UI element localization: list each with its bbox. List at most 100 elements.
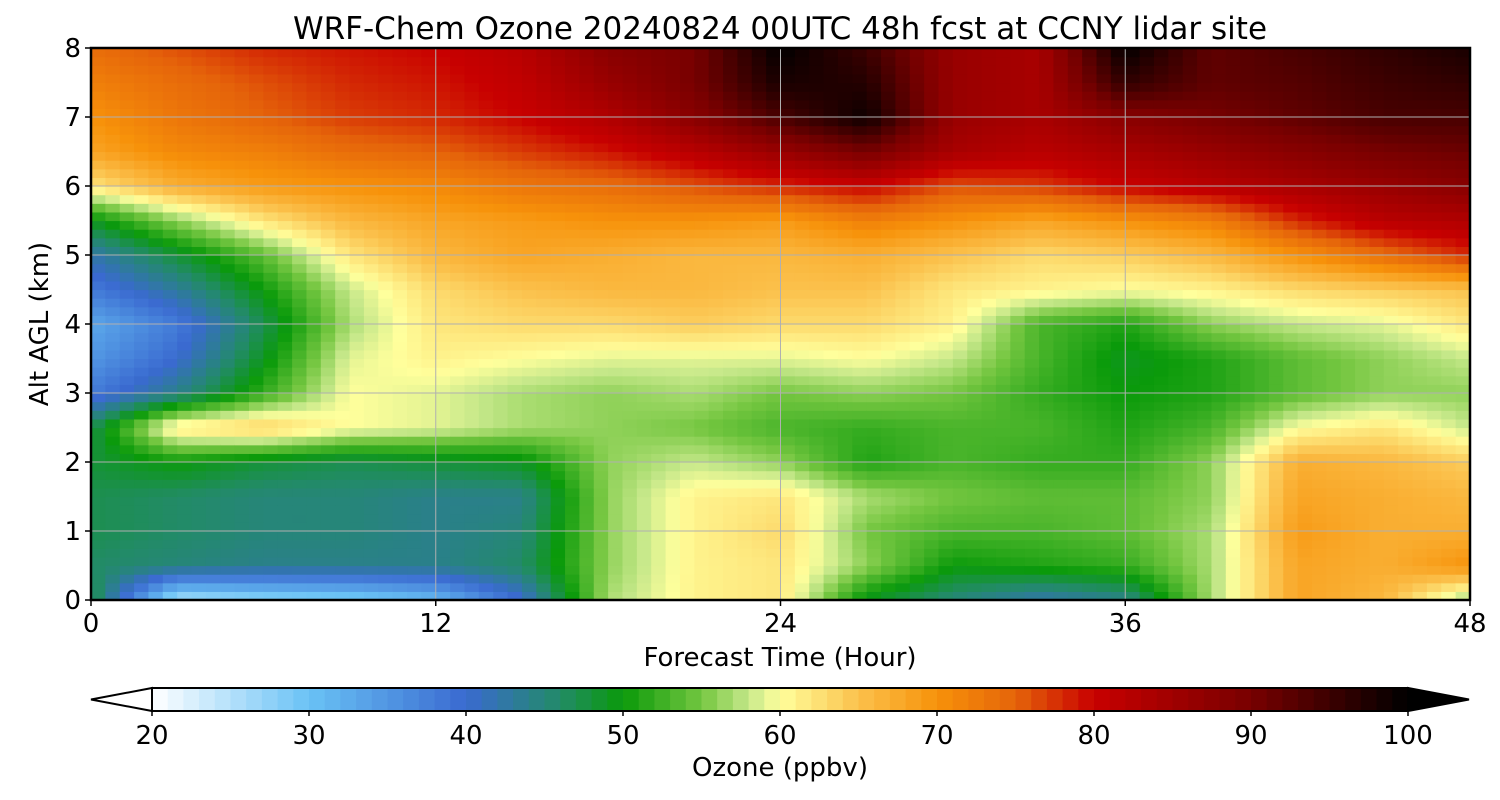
heatmap-cell bbox=[981, 393, 997, 403]
heatmap-cell bbox=[105, 341, 121, 351]
heatmap-cell bbox=[593, 574, 609, 584]
heatmap-cell bbox=[622, 142, 638, 153]
heatmap-cell bbox=[407, 496, 422, 506]
heatmap-cell bbox=[407, 237, 422, 247]
heatmap-cell bbox=[565, 427, 580, 437]
heatmap-cell bbox=[679, 177, 695, 187]
heatmap-cell bbox=[651, 565, 667, 575]
heatmap-cell bbox=[1039, 108, 1055, 118]
heatmap-cell bbox=[608, 393, 624, 403]
heatmap-cell bbox=[277, 462, 293, 472]
heatmap-cell bbox=[134, 263, 150, 273]
heatmap-cell bbox=[249, 367, 264, 377]
heatmap-cell bbox=[119, 151, 135, 161]
heatmap-cell bbox=[967, 367, 983, 377]
heatmap-cell bbox=[536, 186, 552, 196]
heatmap-cell bbox=[162, 272, 178, 282]
heatmap-cell bbox=[177, 48, 193, 58]
heatmap-cell bbox=[751, 436, 767, 446]
heatmap-cell bbox=[91, 280, 106, 291]
heatmap-cell bbox=[665, 142, 681, 153]
heatmap-cell bbox=[780, 531, 796, 541]
heatmap-cell bbox=[866, 324, 882, 334]
heatmap-cell bbox=[205, 142, 221, 153]
heatmap-cell bbox=[622, 393, 638, 403]
heatmap-cell bbox=[478, 349, 494, 360]
heatmap-cell bbox=[435, 375, 451, 385]
heatmap-cell bbox=[378, 168, 394, 178]
heatmap-cell bbox=[1053, 151, 1069, 161]
heatmap-cell bbox=[679, 263, 695, 273]
heatmap-cell bbox=[694, 73, 710, 84]
heatmap-cell bbox=[1125, 298, 1141, 308]
heatmap-cell bbox=[737, 349, 753, 360]
heatmap-cell bbox=[1053, 341, 1069, 351]
heatmap-cell bbox=[1110, 332, 1126, 342]
heatmap-cell bbox=[205, 470, 221, 480]
heatmap-cell bbox=[263, 99, 279, 109]
heatmap-cell bbox=[852, 246, 868, 256]
heatmap-cell bbox=[866, 393, 882, 403]
heatmap-cell bbox=[205, 203, 221, 213]
heatmap-cell bbox=[723, 186, 738, 196]
heatmap-cell bbox=[823, 56, 839, 66]
heatmap-cell bbox=[1039, 194, 1055, 204]
heatmap-cell bbox=[1153, 531, 1169, 541]
heatmap-cell bbox=[809, 246, 825, 256]
heatmap-cell bbox=[162, 211, 178, 222]
heatmap-cell bbox=[579, 384, 595, 394]
heatmap-cell bbox=[1139, 513, 1155, 523]
heatmap-cell bbox=[1039, 48, 1055, 58]
heatmap-cell bbox=[1182, 99, 1198, 109]
heatmap-cell bbox=[1067, 56, 1083, 66]
heatmap-cell bbox=[177, 134, 193, 144]
heatmap-cell bbox=[881, 375, 897, 385]
heatmap-cell bbox=[450, 462, 466, 472]
heatmap-cell bbox=[593, 349, 609, 360]
heatmap-cell bbox=[981, 125, 997, 135]
heatmap-cell bbox=[148, 401, 164, 411]
heatmap-cell bbox=[981, 168, 997, 178]
heatmap-cell bbox=[837, 168, 853, 178]
heatmap-cell bbox=[924, 186, 940, 196]
heatmap-cell bbox=[1010, 280, 1026, 291]
heatmap-cell bbox=[679, 280, 695, 291]
heatmap-cell bbox=[694, 108, 710, 118]
heatmap-cell bbox=[249, 513, 264, 523]
heatmap-cell bbox=[1197, 436, 1213, 446]
heatmap-cell bbox=[895, 151, 911, 161]
heatmap-cell bbox=[1067, 410, 1083, 420]
heatmap-cell bbox=[952, 324, 968, 334]
heatmap-cell bbox=[1110, 125, 1126, 135]
heatmap-cell bbox=[866, 444, 882, 454]
heatmap-cell bbox=[1096, 298, 1112, 308]
heatmap-cell bbox=[766, 548, 782, 558]
heatmap-cell bbox=[794, 125, 810, 135]
heatmap-cell bbox=[435, 186, 451, 196]
heatmap-cell bbox=[938, 487, 954, 498]
heatmap-cell bbox=[995, 211, 1011, 222]
heatmap-cell bbox=[651, 142, 667, 153]
heatmap-cell bbox=[91, 401, 106, 411]
heatmap-cell bbox=[91, 298, 106, 308]
heatmap-cell bbox=[995, 324, 1011, 334]
heatmap-cell bbox=[550, 56, 566, 66]
heatmap-cell bbox=[162, 117, 178, 127]
heatmap-cell bbox=[220, 82, 236, 92]
heatmap-cell bbox=[435, 479, 451, 489]
heatmap-cell bbox=[708, 186, 724, 196]
heatmap-cell bbox=[91, 375, 106, 385]
heatmap-cell bbox=[1096, 117, 1112, 127]
heatmap-cell bbox=[119, 73, 135, 84]
heatmap-cell bbox=[837, 479, 853, 489]
heatmap-cell bbox=[665, 298, 681, 308]
heatmap-cell bbox=[91, 168, 106, 178]
heatmap-cell bbox=[924, 134, 940, 144]
heatmap-cell bbox=[751, 358, 767, 368]
heatmap-cell bbox=[249, 194, 264, 204]
heatmap-cell bbox=[1182, 315, 1198, 325]
heatmap-cell bbox=[794, 65, 810, 75]
heatmap-cell bbox=[435, 582, 451, 592]
heatmap-cell bbox=[636, 272, 652, 282]
heatmap-cell bbox=[378, 142, 394, 153]
